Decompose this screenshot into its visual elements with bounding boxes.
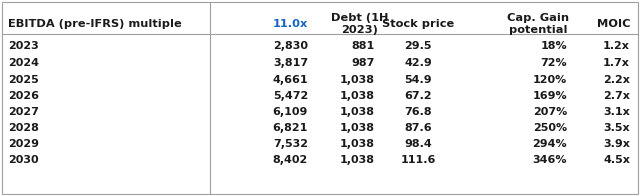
Text: 250%: 250% [533, 123, 567, 133]
Text: 346%: 346% [532, 155, 567, 165]
Text: 42.9: 42.9 [404, 58, 432, 68]
Text: 6,109: 6,109 [273, 107, 308, 117]
Text: 2.2x: 2.2x [603, 75, 630, 85]
Text: 120%: 120% [532, 75, 567, 85]
Text: 1,038: 1,038 [340, 75, 375, 85]
Text: 29.5: 29.5 [404, 41, 432, 51]
Text: Cap. Gain
potential: Cap. Gain potential [507, 13, 569, 35]
Text: 54.9: 54.9 [404, 75, 432, 85]
Text: 87.6: 87.6 [404, 123, 432, 133]
Text: 1,038: 1,038 [340, 123, 375, 133]
Text: 987: 987 [351, 58, 375, 68]
Text: 2029: 2029 [8, 139, 39, 149]
Text: Debt (1H
2023): Debt (1H 2023) [332, 13, 388, 35]
Text: 72%: 72% [540, 58, 567, 68]
Text: 3.1x: 3.1x [604, 107, 630, 117]
Text: MOIC: MOIC [596, 19, 630, 29]
Text: 6,821: 6,821 [273, 123, 308, 133]
Text: 2030: 2030 [8, 155, 38, 165]
Text: 1.7x: 1.7x [603, 58, 630, 68]
Text: 2,830: 2,830 [273, 41, 308, 51]
Text: Stock price: Stock price [382, 19, 454, 29]
Text: 8,402: 8,402 [273, 155, 308, 165]
Text: EBITDA (pre-IFRS) multiple: EBITDA (pre-IFRS) multiple [8, 19, 182, 29]
Bar [382, 37, 454, 169]
Text: 3.9x: 3.9x [603, 139, 630, 149]
Text: 1.2x: 1.2x [603, 41, 630, 51]
Text: 2027: 2027 [8, 107, 39, 117]
Text: 98.4: 98.4 [404, 139, 432, 149]
Text: 2028: 2028 [8, 123, 39, 133]
Text: 1,038: 1,038 [340, 107, 375, 117]
Text: 11.0x: 11.0x [273, 19, 308, 29]
Text: 3,817: 3,817 [273, 58, 308, 68]
Text: 169%: 169% [532, 91, 567, 101]
Text: 7,532: 7,532 [273, 139, 308, 149]
Text: 2024: 2024 [8, 58, 39, 68]
Text: 2023: 2023 [8, 41, 39, 51]
Text: 111.6: 111.6 [400, 155, 436, 165]
Text: 18%: 18% [540, 41, 567, 51]
Text: 67.2: 67.2 [404, 91, 432, 101]
Text: 2026: 2026 [8, 91, 39, 101]
Text: 5,472: 5,472 [273, 91, 308, 101]
Text: 881: 881 [352, 41, 375, 51]
Text: 4,661: 4,661 [273, 75, 308, 85]
Text: 2025: 2025 [8, 75, 39, 85]
Text: 3.5x: 3.5x [604, 123, 630, 133]
Text: 1,038: 1,038 [340, 155, 375, 165]
Text: 207%: 207% [532, 107, 567, 117]
Text: 294%: 294% [532, 139, 567, 149]
Text: 4.5x: 4.5x [603, 155, 630, 165]
Text: 1,038: 1,038 [340, 139, 375, 149]
Text: 1,038: 1,038 [340, 91, 375, 101]
Text: 76.8: 76.8 [404, 107, 432, 117]
Text: 2.7x: 2.7x [603, 91, 630, 101]
